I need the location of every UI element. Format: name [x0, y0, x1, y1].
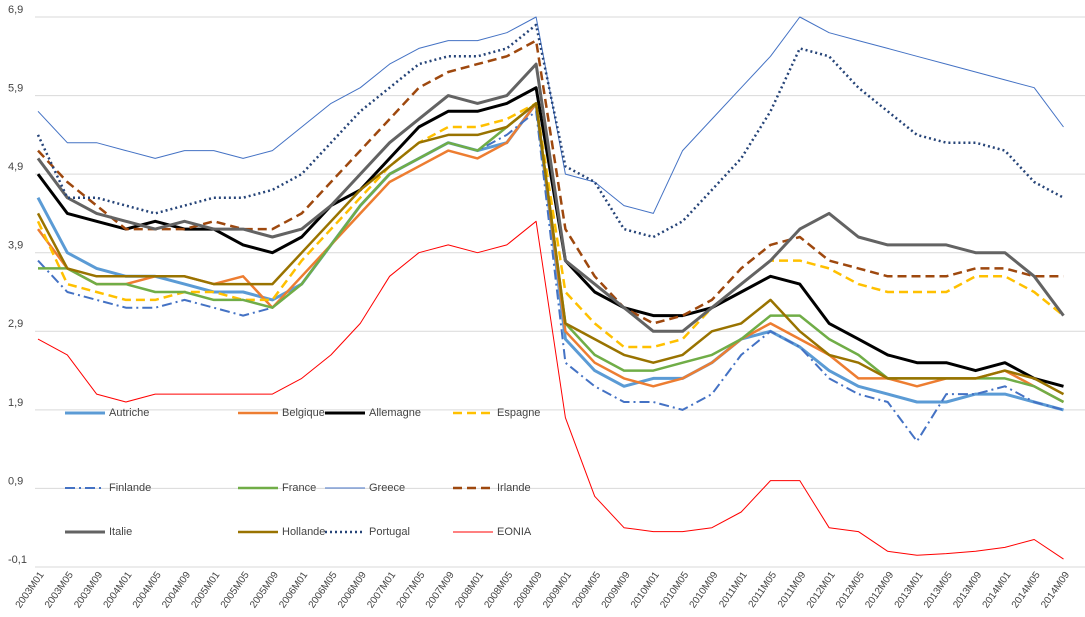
series-line: [36, 102, 1065, 349]
legend-label: France: [282, 482, 316, 494]
legend-label: Belgique: [282, 407, 325, 419]
legend-label: Allemagne: [369, 407, 421, 419]
legend-item: Portugal: [325, 526, 410, 538]
y-tick-label: -0,1: [8, 554, 27, 566]
series-line: [36, 101, 1064, 412]
series-line: [36, 23, 1065, 239]
legend-item: Finlande: [65, 482, 151, 494]
series-line: [36, 102, 1065, 396]
legend-label: Greece: [369, 482, 405, 494]
series-line: [36, 62, 1065, 333]
legend-item: Irlande: [453, 482, 531, 494]
legend-item: EONIA: [453, 526, 532, 538]
legend-label: Irlande: [497, 482, 531, 494]
series-line: [37, 39, 1064, 325]
y-tick-label: 6,9: [8, 4, 23, 16]
legend-item: Autriche: [65, 407, 149, 419]
x-tick-label: 2011M05: [747, 570, 780, 610]
x-tick-label: 2010M09: [688, 570, 721, 611]
x-tick-label: 2011M01: [717, 570, 750, 610]
series-line: [37, 110, 1064, 443]
y-tick-label: 3,9: [8, 240, 23, 252]
legend-label: Finlande: [109, 482, 151, 494]
legend-item: Greece: [325, 482, 405, 494]
y-tick-label: 4,9: [8, 161, 23, 173]
x-tick-label: 2011M09: [776, 570, 809, 610]
legend-item: Allemagne: [325, 407, 421, 419]
y-tick-label: 1,9: [8, 397, 23, 409]
legend-item: Espagne: [453, 407, 540, 419]
series-line: [37, 220, 1064, 560]
legend-item: Belgique: [238, 407, 325, 419]
y-tick-label: 0,9: [8, 475, 23, 487]
y-tick-label: 2,9: [8, 318, 23, 330]
legend-label: Italie: [109, 526, 132, 538]
y-tick-label: 5,9: [8, 82, 23, 94]
legend-label: Espagne: [497, 407, 540, 419]
series-line: [37, 16, 1064, 214]
legend-label: Portugal: [369, 526, 410, 538]
legend-item: Hollande: [238, 526, 325, 538]
legend-label: Autriche: [109, 407, 149, 419]
legend-label: EONIA: [497, 526, 532, 538]
legend-item: France: [238, 482, 316, 494]
legend-label: Hollande: [282, 526, 325, 538]
legend-item: Italie: [65, 526, 132, 538]
x-tick-label: 2014M09: [1039, 570, 1072, 611]
